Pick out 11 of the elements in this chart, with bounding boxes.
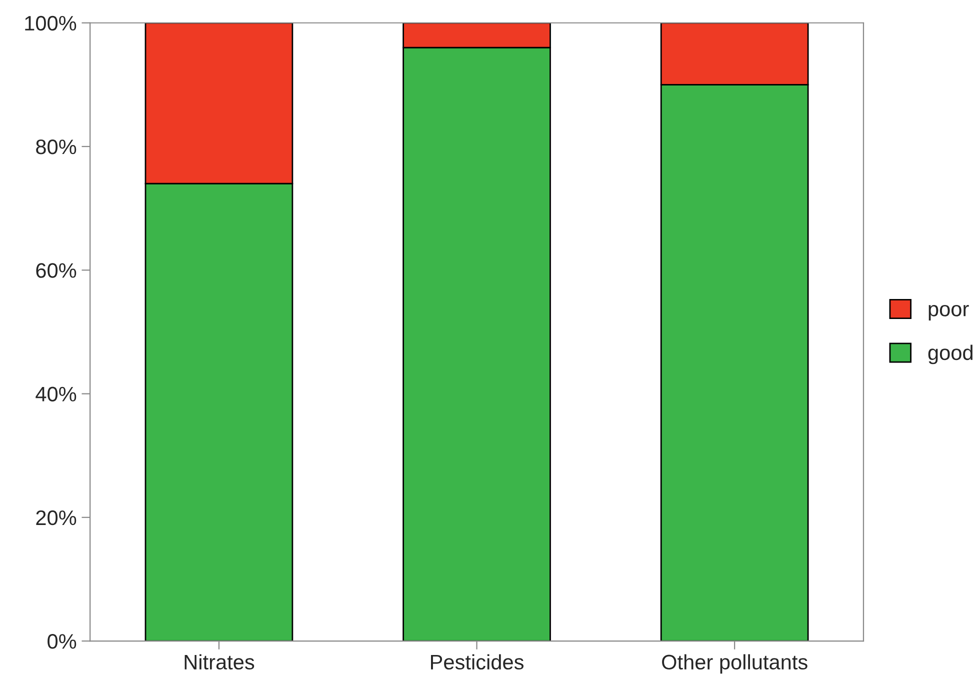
y-tick-label: 80% xyxy=(36,140,76,154)
y-tick-label: 20% xyxy=(36,510,76,526)
y-tick-label: 100% xyxy=(25,16,76,31)
x-tick-label: Other pollutants xyxy=(662,654,808,674)
legend-label: good xyxy=(928,344,972,364)
x-tick-label: Pesticides xyxy=(431,654,524,670)
y-tick-label: 60% xyxy=(36,263,76,278)
y-tick-label: 40% xyxy=(36,386,76,402)
x-tick-label: Nitrates xyxy=(184,654,254,670)
legend-label: poor xyxy=(928,304,969,320)
y-tick-label: 0% xyxy=(48,634,76,649)
